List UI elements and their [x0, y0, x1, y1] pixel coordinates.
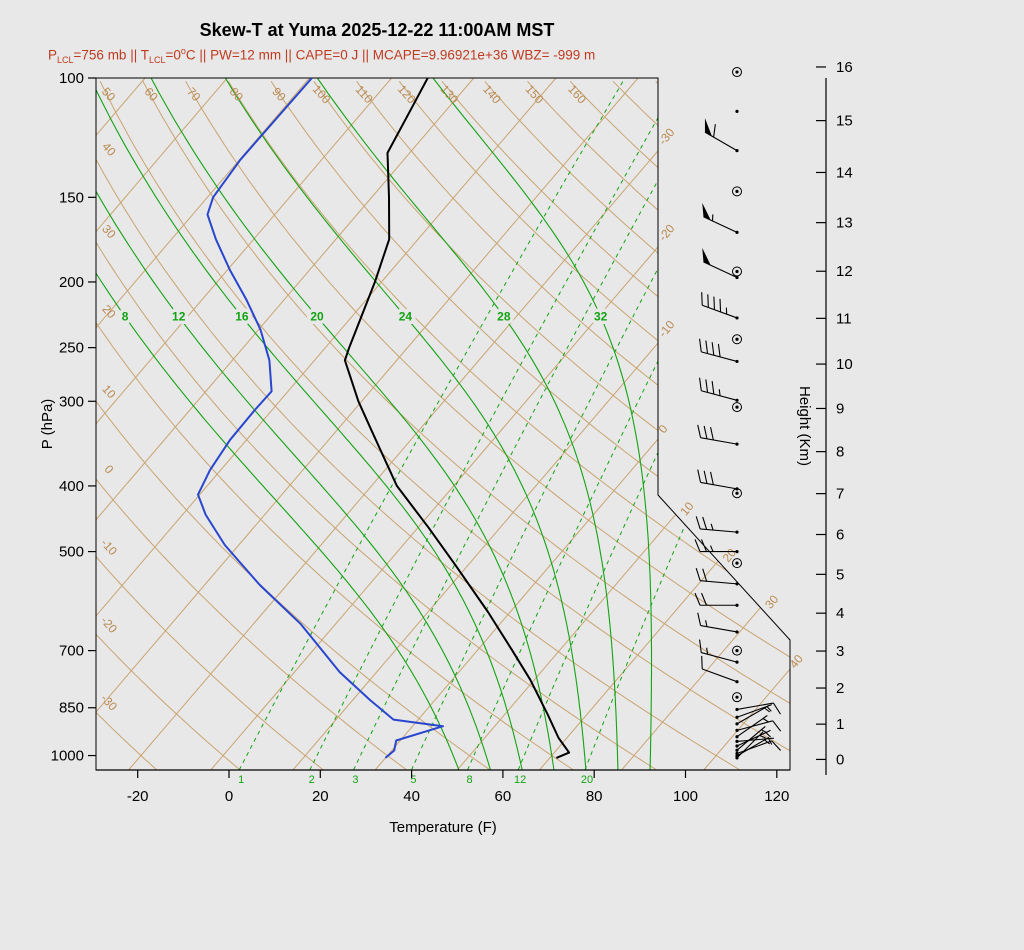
svg-text:250: 250: [59, 340, 84, 357]
svg-text:1: 1: [238, 774, 244, 786]
svg-text:5: 5: [410, 774, 416, 786]
svg-text:8: 8: [122, 310, 129, 324]
svg-text:850: 850: [59, 700, 84, 717]
svg-text:16: 16: [836, 59, 853, 76]
temperature-axis-label: Temperature (F): [389, 819, 497, 836]
svg-text:150: 150: [59, 189, 84, 206]
svg-text:-20: -20: [656, 221, 678, 244]
svg-text:100: 100: [59, 70, 84, 87]
mixing-ratio-labels: 1 2 3 5 8 12 20: [238, 774, 593, 786]
sounding-curves: [197, 78, 571, 759]
dewpoint-curve: [197, 78, 444, 759]
svg-text:16: 16: [235, 310, 249, 324]
svg-text:500: 500: [59, 544, 84, 561]
svg-text:140: 140: [480, 82, 504, 106]
svg-text:-20: -20: [127, 788, 149, 805]
svg-text:-10: -10: [656, 317, 678, 340]
svg-text:12: 12: [172, 310, 186, 324]
svg-text:3: 3: [352, 774, 358, 786]
svg-text:20: 20: [310, 310, 324, 324]
svg-text:90: 90: [269, 85, 289, 105]
svg-text:8: 8: [836, 444, 844, 461]
isotherm-lines: [96, 78, 790, 770]
svg-text:2: 2: [309, 774, 315, 786]
svg-text:0: 0: [836, 751, 844, 768]
svg-text:100: 100: [673, 788, 698, 805]
svg-text:-30: -30: [656, 125, 678, 148]
svg-text:120: 120: [764, 788, 789, 805]
svg-text:6: 6: [836, 527, 844, 544]
svg-text:12: 12: [836, 263, 853, 280]
svg-text:28: 28: [497, 310, 511, 324]
background-lines: [96, 78, 790, 770]
svg-text:14: 14: [836, 164, 853, 181]
svg-text:300: 300: [59, 393, 84, 410]
height-axis-label: Height (Km): [796, 386, 813, 466]
svg-text:8: 8: [466, 774, 472, 786]
svg-text:20: 20: [581, 774, 593, 786]
svg-text:-20: -20: [98, 614, 120, 636]
plot-border: [95, 77, 791, 771]
svg-text:60: 60: [141, 85, 161, 105]
svg-text:30: 30: [762, 592, 782, 611]
moist-adiabat-labels: 8 12 16 20 24 28 32: [118, 306, 611, 327]
svg-text:24: 24: [399, 310, 413, 324]
moist-adiabat-lines: [96, 78, 653, 770]
pressure-axis-label: P (hPa): [39, 399, 56, 450]
svg-text:700: 700: [59, 643, 84, 660]
svg-text:20: 20: [312, 788, 329, 805]
wind-barbs: [694, 67, 782, 760]
svg-text:70: 70: [184, 85, 204, 105]
svg-text:9: 9: [836, 400, 844, 417]
svg-text:0: 0: [225, 788, 233, 805]
svg-text:11: 11: [836, 310, 852, 327]
svg-text:3: 3: [836, 643, 844, 660]
svg-text:2: 2: [836, 680, 844, 697]
svg-text:40: 40: [403, 788, 420, 805]
svg-text:150: 150: [523, 82, 547, 106]
svg-text:1000: 1000: [51, 748, 84, 765]
chart-subtitle: PLCL=756 mb || TLCL=0oC || PW=12 mm || C…: [48, 46, 596, 66]
temperature-curve: [343, 78, 571, 759]
svg-text:13: 13: [836, 215, 853, 232]
svg-text:60: 60: [495, 788, 512, 805]
svg-text:-10: -10: [98, 536, 120, 558]
svg-text:160: 160: [565, 82, 589, 106]
svg-text:200: 200: [59, 274, 84, 291]
svg-text:-30: -30: [98, 691, 120, 713]
svg-text:5: 5: [836, 566, 844, 583]
svg-text:12: 12: [514, 774, 526, 786]
svg-text:1: 1: [836, 716, 844, 733]
chart-title: Skew-T at Yuma 2025-12-22 11:00AM MST: [199, 20, 555, 40]
svg-text:10: 10: [677, 499, 697, 518]
svg-text:10: 10: [99, 382, 119, 402]
svg-text:10: 10: [836, 356, 853, 373]
svg-text:7: 7: [836, 486, 844, 503]
svg-text:32: 32: [594, 310, 608, 324]
svg-text:4: 4: [836, 605, 844, 622]
svg-text:80: 80: [227, 85, 247, 105]
svg-text:0: 0: [102, 462, 117, 477]
svg-text:15: 15: [836, 113, 853, 130]
svg-text:130: 130: [437, 82, 461, 106]
svg-text:100: 100: [310, 82, 334, 106]
svg-text:400: 400: [59, 478, 84, 495]
dry-adiabat-lines: [96, 80, 790, 770]
svg-text:80: 80: [586, 788, 603, 805]
svg-text:40: 40: [99, 140, 119, 160]
